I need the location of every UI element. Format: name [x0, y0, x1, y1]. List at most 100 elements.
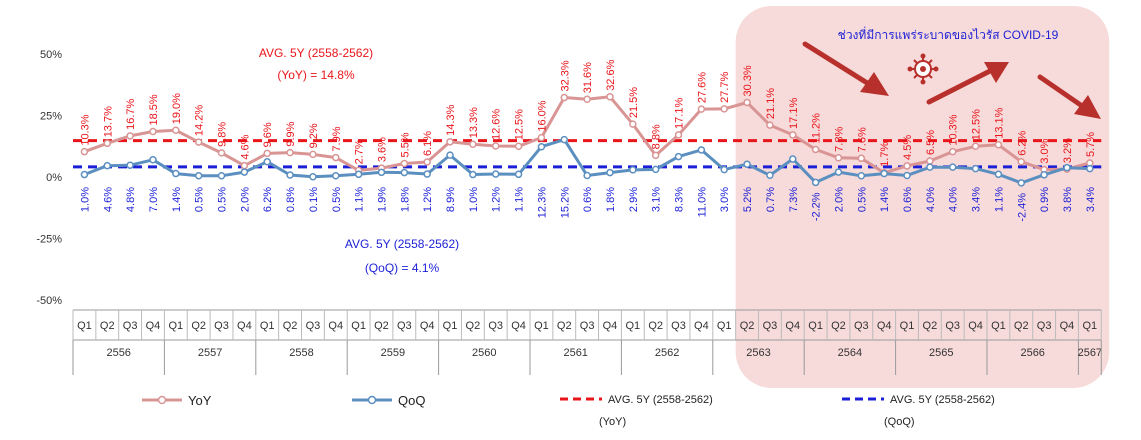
x-tick-label-quarter: Q2: [740, 320, 755, 332]
qoq-data-label: 1.1%: [354, 187, 366, 212]
qoq-data-label: 2.0%: [833, 187, 845, 212]
qoq-data-label: 0.7%: [765, 187, 777, 212]
x-tick-label-quarter: Q1: [808, 320, 823, 332]
qoq-data-label: 4.0%: [948, 187, 960, 212]
yoy-point: [491, 142, 500, 150]
qoq-point: [926, 163, 934, 171]
qoq-data-label: 1.1%: [514, 187, 526, 212]
qoq-data-label: 0.5%: [194, 187, 206, 212]
legend-item-qoq: QoQ: [352, 393, 425, 408]
qoq-data-label: 0.6%: [902, 187, 914, 212]
yoy-point: [674, 131, 683, 139]
qoq-point: [354, 170, 363, 179]
qoq-data-label: 6.2%: [262, 187, 274, 212]
x-tick-label-quarter: Q1: [900, 320, 915, 332]
yoy-data-label: 10.3%: [948, 114, 960, 145]
yoy-point: [903, 162, 911, 170]
x-tick-label-quarter: Q4: [785, 320, 800, 332]
qoq-point: [103, 161, 112, 170]
yoy-point: [103, 139, 112, 148]
qoq-data-label: 5.2%: [742, 187, 754, 212]
x-tick-label-quarter: Q1: [717, 320, 732, 332]
legend-item-avg-yoy: AVG. 5Y (2558-2562) (YoY): [560, 394, 713, 428]
yoy-data-label: 21.1%: [765, 88, 777, 119]
yoy-point: [583, 95, 591, 104]
qoq-data-label: 1.4%: [171, 187, 183, 212]
x-tick-label-quarter: Q4: [511, 320, 526, 332]
qoq-data-label: 1.0%: [79, 187, 91, 212]
qoq-point: [1086, 164, 1094, 173]
yoy-point: [240, 161, 249, 170]
qoq-data-label: 0.9%: [1039, 187, 1051, 212]
qoq-data-label: 11.0%: [696, 187, 708, 218]
qoq-data-label: 1.9%: [376, 187, 388, 212]
yoy-data-label: 13.3%: [468, 107, 480, 138]
yoy-point: [194, 138, 203, 146]
qoq-data-label: 2.0%: [239, 187, 251, 212]
yoy-data-label: 4.5%: [902, 135, 914, 160]
qoq-point: [469, 170, 477, 179]
x-tick-label-quarter: Q3: [580, 320, 595, 332]
yoy-data-label: 12.5%: [971, 109, 983, 140]
yoy-point: [537, 133, 546, 142]
x-tick-label-quarter: Q1: [168, 320, 183, 332]
legend-item-yoy: YoY: [142, 393, 212, 408]
yoy-data-label: 32.3%: [559, 60, 571, 91]
qoq-point: [400, 168, 409, 177]
qoq-point: [446, 151, 454, 159]
yoy-data-label: 3.2%: [1062, 138, 1074, 163]
yoy-data-label: 17.1%: [674, 98, 686, 129]
x-tick-label-quarter: Q1: [351, 320, 366, 332]
qoq-data-label: 1.0%: [468, 187, 480, 212]
yoy-data-label: 4.6%: [239, 134, 251, 159]
x-tick-label-year: 2565: [929, 347, 953, 359]
yoy-data-label: 12.5%: [514, 109, 526, 140]
yoy-data-label: 8.8%: [651, 124, 663, 149]
qoq-point: [629, 166, 637, 174]
qoq-point: [172, 169, 180, 178]
x-tick-label-quarter: Q3: [945, 320, 960, 332]
qoq-point: [126, 161, 134, 169]
yoy-data-label: 19.0%: [171, 93, 183, 124]
x-tick-label-quarter: Q3: [671, 320, 686, 332]
qoq-data-label: -2.4%: [1016, 193, 1028, 222]
yoy-point: [971, 142, 980, 150]
yoy-point: [766, 121, 774, 129]
x-tick-label-quarter: Q2: [831, 320, 846, 332]
qoq-data-label: 12.3%: [536, 187, 548, 218]
yoy-point: [80, 147, 89, 156]
x-tick-label-quarter: Q4: [146, 320, 161, 332]
x-tick-label-year: 2556: [106, 347, 130, 359]
yoy-data-label: 6.2%: [1016, 130, 1028, 155]
qoq-point: [971, 164, 980, 173]
yoy-data-label: 2.7%: [354, 139, 366, 164]
avg-qoq-annotation-line1: AVG. 5Y (2558-2562): [345, 237, 459, 251]
qoq-data-label: 8.9%: [445, 187, 457, 212]
qoq-data-label: 0.5%: [217, 187, 229, 212]
yoy-data-label: 27.7%: [719, 71, 731, 102]
yoy-data-label: 13.7%: [102, 106, 114, 137]
qoq-point: [423, 170, 431, 178]
yoy-point: [743, 98, 751, 107]
x-tick-label-year: 2564: [838, 347, 862, 359]
yoy-point: [423, 158, 431, 166]
qoq-point: [857, 172, 866, 180]
qoq-data-label: 0.6%: [582, 187, 594, 212]
yoy-data-label: 6.5%: [925, 130, 937, 155]
yoy-point: [606, 93, 614, 101]
x-tick-label-quarter: Q1: [534, 320, 549, 332]
qoq-data-label: 3.1%: [651, 187, 663, 212]
legend-label-avg-yoy: AVG. 5Y (2558-2562): [608, 394, 713, 406]
qoq-point: [948, 163, 957, 171]
yoy-point: [789, 131, 797, 139]
yoy-data-label: 7.6%: [856, 127, 868, 152]
x-tick-label-quarter: Q3: [488, 320, 503, 332]
x-tick-label-quarter: Q3: [397, 320, 412, 332]
qoq-data-label: 1.1%: [993, 187, 1005, 212]
arrow-down-right-icon: [1037, 74, 1101, 119]
data-labels: 10.3% 13.7% 16.7% 18.5% 19.0% 14.2% 9.8% 4.6% 9.…: [79, 59, 1096, 221]
yoy-point: [811, 145, 820, 154]
qoq-data-label: 0.8%: [285, 187, 297, 212]
axis-layer: 50% 25% 0% -25% -50% Q1 Q2 Q3 Q4 Q1 Q2 Q3 Q4 Q1 Q2 Q3 Q4…: [36, 49, 1102, 375]
